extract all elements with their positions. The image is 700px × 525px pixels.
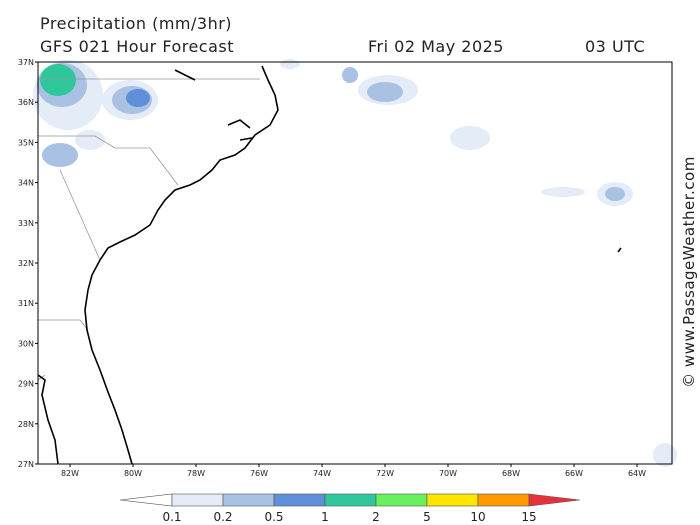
lon-label: 70W: [439, 469, 457, 478]
legend-box: [273, 493, 326, 507]
legend-label: 5: [423, 510, 431, 524]
lat-label: 28N: [18, 420, 34, 429]
lat-label: 30N: [18, 339, 34, 348]
lon-label: 64W: [628, 469, 646, 478]
lon-label: 68W: [502, 469, 520, 478]
legend-low: [119, 493, 173, 507]
legend-label: 1: [321, 510, 329, 524]
lon-label: 66W: [565, 469, 583, 478]
legend-label: 0.2: [213, 510, 232, 524]
title: Precipitation (mm/3hr): [40, 14, 232, 33]
lon-label: 82W: [61, 469, 79, 478]
precip: [33, 59, 677, 467]
legend-label: 0.1: [162, 510, 181, 524]
legend-box: [222, 493, 275, 507]
time: 03 UTC: [585, 37, 645, 56]
lon-label: 78W: [187, 469, 205, 478]
legend-box: [426, 493, 479, 507]
subtitle: GFS 021 Hour Forecast: [40, 37, 234, 56]
credit: © www.PassageWeather.com: [680, 156, 698, 388]
lat-label: 32N: [18, 259, 34, 268]
legend-label: 2: [372, 510, 380, 524]
date: Fri 02 May 2025: [368, 37, 504, 56]
legend-box: [171, 493, 224, 507]
lat-label: 31N: [18, 299, 34, 308]
lat-label: 37N: [18, 58, 34, 67]
lon-label: 80W: [124, 469, 142, 478]
legend-box: [375, 493, 428, 507]
legend-high: [528, 493, 581, 507]
legend-box: [477, 493, 530, 507]
lat-label: 27N: [18, 460, 34, 469]
legend-label: 10: [470, 510, 485, 524]
legend-label: 15: [521, 510, 536, 524]
lat-label: 36N: [18, 98, 34, 107]
lat-label: 34N: [18, 179, 34, 188]
lon-label: 76W: [250, 469, 268, 478]
legend-box: [324, 493, 377, 507]
map: [33, 59, 677, 467]
map-background: [38, 62, 672, 464]
lat-label: 29N: [18, 380, 34, 389]
lat-label: 33N: [18, 219, 34, 228]
lon-label: 74W: [313, 469, 331, 478]
legend-label: 0.5: [264, 510, 283, 524]
lon-label: 72W: [376, 469, 394, 478]
lat-label: 35N: [18, 138, 34, 147]
